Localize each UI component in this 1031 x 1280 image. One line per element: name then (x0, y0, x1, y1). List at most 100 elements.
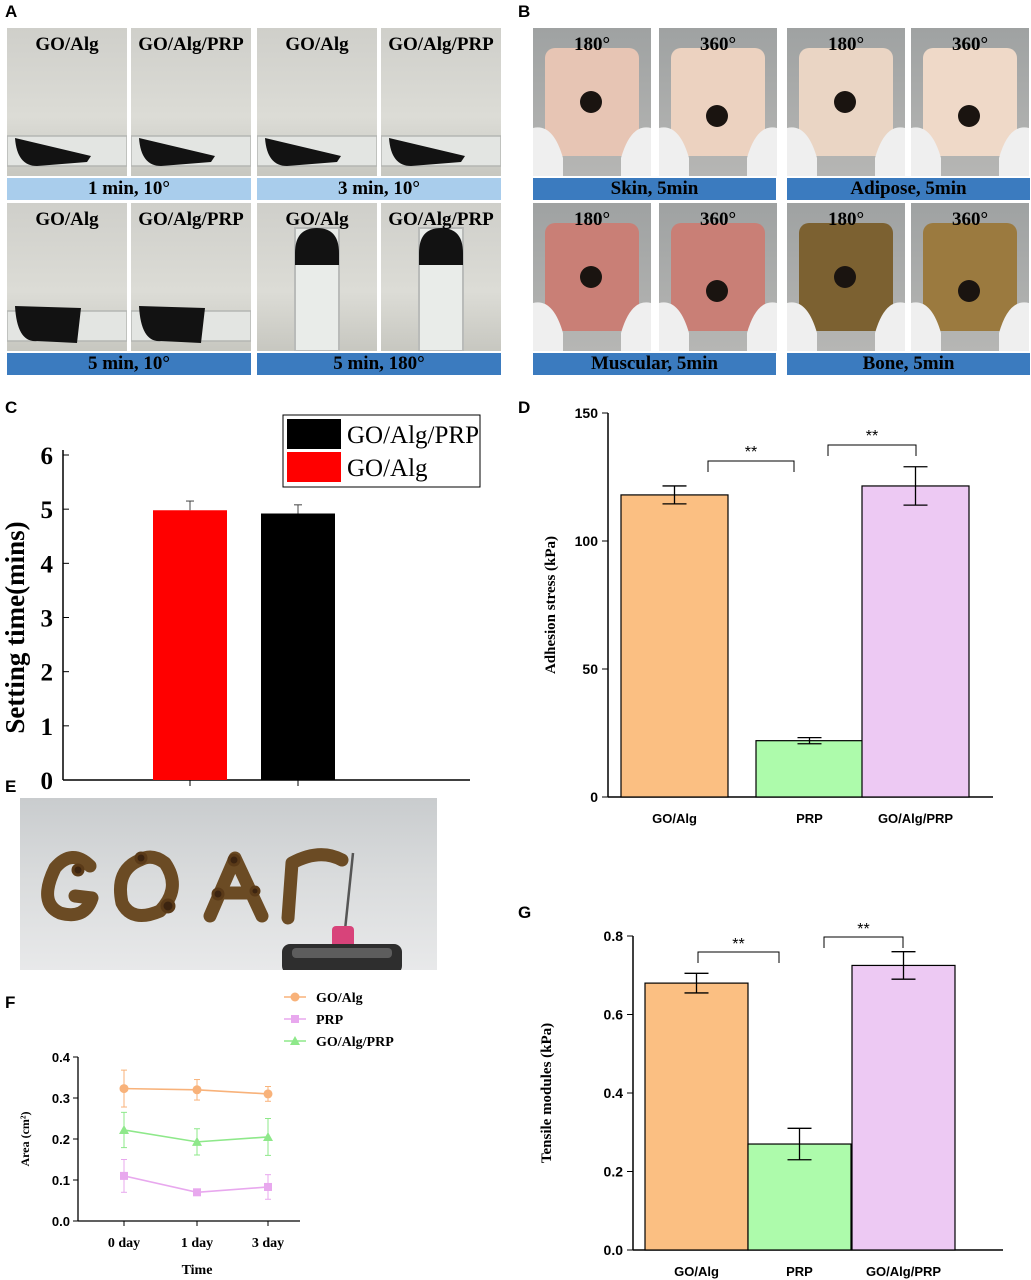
glove-finger (621, 302, 651, 351)
gel-spot (834, 91, 856, 113)
glove-finger (659, 127, 689, 176)
glove-finger (875, 127, 905, 176)
gel-spot (834, 266, 856, 288)
x-tick-label: GO/Alg (674, 1264, 719, 1279)
chart-f: 0.0 0.1 0.2 0.3 0.4 Area (cm²) 0 day 1 day 3 day… (18, 991, 394, 1278)
y-axis-title: Area (cm²) (18, 1111, 32, 1166)
tube-photo: GO/Alg/PRP (131, 203, 251, 351)
data-point (192, 1136, 202, 1146)
angle-label: 180° (573, 34, 611, 55)
angle-label: 360° (951, 209, 989, 230)
photo-title: GO/Alg (285, 209, 349, 230)
tube-photo: GO/Alg/PRP (131, 28, 251, 176)
y-tick-label: 3 (41, 606, 54, 633)
y-tick-label: 4 (41, 551, 54, 578)
panel-label-d: D (518, 398, 531, 417)
photo-title: GO/Alg (35, 209, 99, 230)
tube-photo: GO/Alg (7, 203, 127, 351)
angle-label: 360° (951, 34, 989, 55)
panel-label-c: C (5, 398, 18, 417)
glove-finger (911, 127, 941, 176)
y-tick-label: 0.3 (52, 1091, 70, 1106)
tissue-photo: 180° (787, 28, 905, 176)
y-tick-label: 150 (575, 405, 599, 421)
glove-finger (659, 302, 689, 351)
x-tick-label: GO/Alg/PRP (866, 1264, 941, 1279)
glove-finger (747, 127, 777, 176)
glove-finger (911, 302, 941, 351)
significance-bracket (827, 444, 917, 456)
y-tick-label: 0.1 (52, 1173, 70, 1188)
angle-label: 180° (573, 209, 611, 230)
glove-finger (787, 127, 817, 176)
time-angle-caption: 3 min, 10° (257, 178, 501, 200)
photo-title: GO/Alg (35, 34, 99, 55)
gel-spot (958, 280, 980, 302)
tissue-caption: Bone, 5min (787, 353, 1030, 375)
y-tick-label: 6 (41, 443, 54, 470)
photo-title: GO/Alg/PRP (388, 34, 494, 55)
legend-marker (291, 1015, 299, 1023)
y-tick-label: 50 (582, 661, 598, 677)
data-point (263, 1131, 273, 1141)
tube-photo: GO/Alg (257, 28, 377, 176)
y-tick-label: 1 (41, 714, 54, 741)
significance-bracket (697, 951, 780, 963)
syringe-needle (343, 852, 355, 931)
tissue-photo: 360° (911, 203, 1029, 351)
tissue-caption: Skin, 5min (533, 178, 776, 200)
angle-label: 180° (827, 209, 865, 230)
y-tick-label: 0.2 (52, 1132, 70, 1147)
letter-g-shape (41, 851, 99, 922)
tube-photo: GO/Alg/PRP (381, 28, 501, 176)
tissue-photo: 360° (911, 28, 1029, 176)
x-tick-label: GO/Alg (652, 811, 697, 826)
data-point (120, 1171, 128, 1180)
tissue-sample (923, 223, 1017, 331)
photo-title: GO/Alg/PRP (138, 34, 244, 55)
letter-o-shape (114, 850, 179, 922)
legend-marker (290, 1036, 300, 1045)
y-tick-label: 0.8 (604, 928, 624, 944)
data-point (264, 1182, 272, 1191)
y-tick-label: 2 (41, 660, 54, 687)
legend-label: GO/Alg (347, 455, 428, 482)
y-tick-label: 0 (590, 789, 598, 805)
bar (861, 485, 970, 798)
glove-finger (999, 127, 1029, 176)
bar (755, 740, 864, 798)
panel-label-a: A (5, 2, 18, 21)
tissue-caption: Adipose, 5min (787, 178, 1030, 200)
gel-blob (15, 138, 91, 166)
angle-label: 360° (699, 209, 737, 230)
legend-label: GO/Alg/PRP (347, 422, 479, 449)
panel-label-e: E (5, 777, 17, 796)
tissue-photo: 180° (533, 28, 651, 176)
y-tick-label: 0.0 (52, 1214, 70, 1229)
angle-label: 180° (827, 34, 865, 55)
photo-title: GO/Alg/PRP (388, 209, 494, 230)
y-tick-label: 5 (41, 497, 54, 524)
time-angle-caption: 1 min, 10° (7, 178, 251, 200)
chart-c: 0 1 2 3 4 5 6 Setting time(mins) GO/Alg/PRP GO/Al… (0, 414, 481, 795)
tissue-sample (671, 223, 765, 331)
legend-label: GO/Alg/PRP (316, 1035, 394, 1050)
y-tick-label: 0.6 (604, 1007, 624, 1023)
legend-marker (290, 992, 300, 1002)
glove-finger (747, 302, 777, 351)
tissue-sample (923, 48, 1017, 156)
tissue-photo: 180° (787, 203, 905, 351)
glove-finger (533, 302, 563, 351)
x-tick-label: 3 day (252, 1236, 284, 1251)
data-point (263, 1089, 273, 1099)
y-tick-label: 0.0 (604, 1242, 624, 1258)
y-tick-label: 0.4 (604, 1085, 624, 1101)
tube-photo: GO/Alg (257, 203, 377, 351)
tissue-photo: 360° (659, 203, 777, 351)
panel-label-b: B (518, 2, 531, 21)
gel-blob (15, 306, 81, 343)
glove-finger (533, 127, 563, 176)
gel-blob (139, 138, 215, 166)
gel-blob (295, 228, 339, 265)
y-axis-title: Adhesion stress (kPa) (543, 536, 559, 674)
